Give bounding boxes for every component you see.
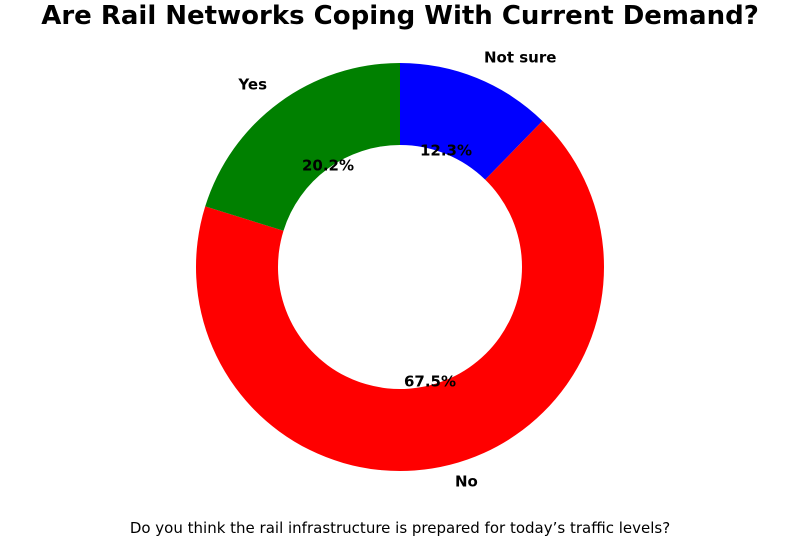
chart-title: Are Rail Networks Coping With Current De… <box>41 1 759 31</box>
slice-percent-no: 67.5% <box>403 372 457 391</box>
chart-caption: Do you think the rail infrastructure is … <box>129 519 671 537</box>
pie-slice-no <box>195 120 604 472</box>
slice-label-no: No <box>455 472 478 491</box>
slice-label-yes: Yes <box>238 75 267 94</box>
pie-slice-yes <box>205 63 400 231</box>
slice-percent-not-sure: 12.3% <box>419 141 473 160</box>
slice-percent-yes: 20.2% <box>301 156 355 175</box>
pie-slice-not-sure <box>400 63 543 180</box>
slice-label-not-sure: Not sure <box>484 48 557 67</box>
